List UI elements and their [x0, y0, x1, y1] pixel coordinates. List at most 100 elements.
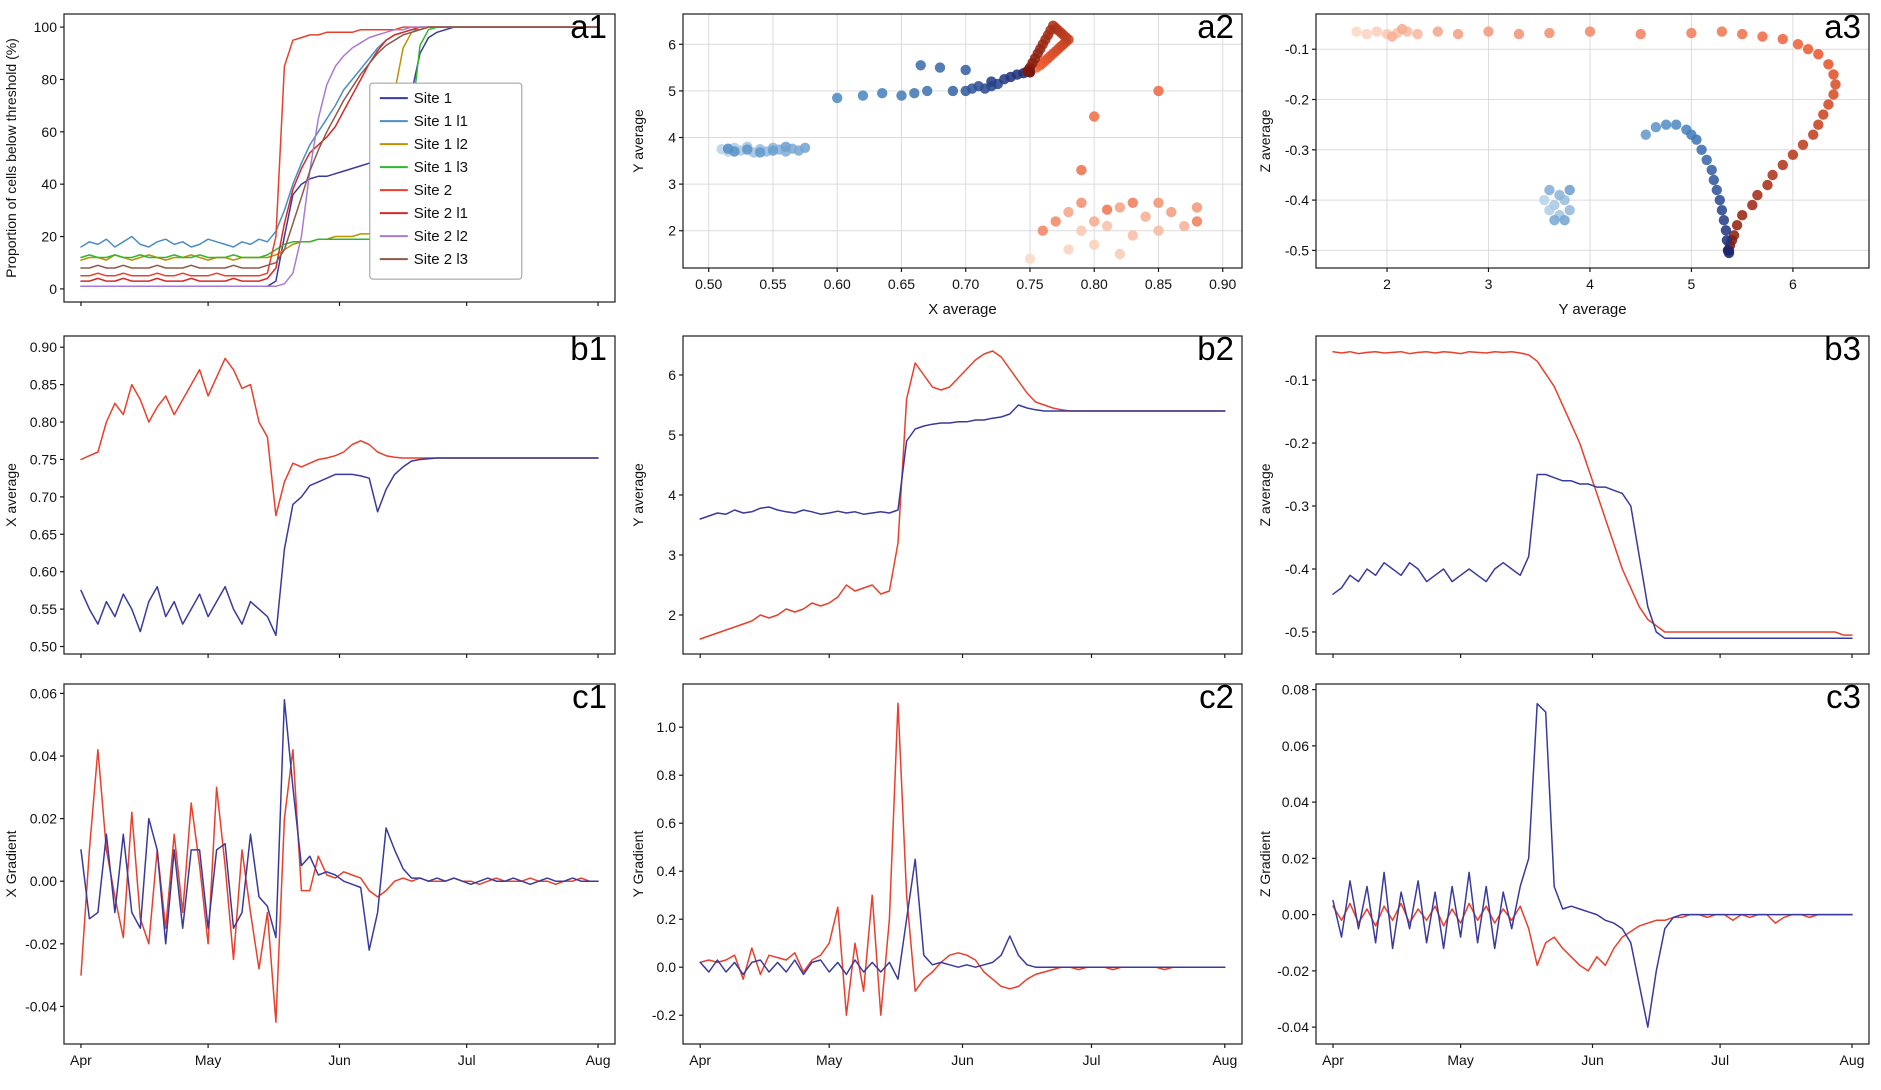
svg-text:0.85: 0.85: [1145, 276, 1172, 292]
svg-text:0.0: 0.0: [657, 959, 677, 975]
svg-text:0.2: 0.2: [657, 911, 677, 927]
panel-label-b3: b3: [1824, 330, 1861, 367]
panel-label-c1: c1: [572, 678, 607, 715]
svg-text:3: 3: [668, 547, 676, 563]
svg-text:Y average: Y average: [630, 109, 646, 173]
svg-text:Y average: Y average: [630, 463, 646, 527]
svg-text:0.65: 0.65: [888, 276, 915, 292]
svg-text:0.02: 0.02: [30, 811, 57, 827]
svg-text:0.50: 0.50: [30, 639, 57, 655]
svg-text:0.55: 0.55: [30, 601, 57, 617]
svg-text:Proportion of cells below thre: Proportion of cells below threshold (%): [3, 38, 19, 278]
svg-text:5: 5: [1688, 276, 1696, 292]
svg-text:2: 2: [668, 607, 676, 623]
svg-text:Apr: Apr: [70, 1052, 92, 1068]
svg-text:-0.04: -0.04: [1277, 1019, 1309, 1035]
svg-text:0.08: 0.08: [1282, 682, 1309, 698]
svg-text:2: 2: [668, 223, 676, 239]
svg-text:0.02: 0.02: [1282, 850, 1309, 866]
svg-text:Site 1 l1: Site 1 l1: [414, 113, 468, 130]
svg-text:0.04: 0.04: [1282, 794, 1309, 810]
svg-text:0.75: 0.75: [30, 451, 57, 467]
panel-b3: -0.5 -0.4 -0.3 -0.2 -0.1 Z average b3: [1254, 322, 1881, 670]
svg-text:Jun: Jun: [1581, 1052, 1604, 1068]
svg-text:Site 2 l3: Site 2 l3: [414, 251, 468, 268]
chart-c2: Apr May Jun Jul Aug -0.2 0.0 0.2 0.4 0.6 0.8 1.0 Y G…: [630, 678, 1243, 1068]
panel-label-c3: c3: [1826, 678, 1861, 715]
svg-text:3: 3: [668, 176, 676, 192]
panel-label-b2: b2: [1197, 330, 1234, 367]
svg-text:0.50: 0.50: [695, 276, 722, 292]
chart-a2: 0.50 0.55 0.60 0.65 0.70 0.75 0.80 0.85 0.90 2 3 4 5…: [630, 8, 1243, 318]
svg-text:Site 2 l1: Site 2 l1: [414, 205, 468, 222]
svg-text:0.85: 0.85: [30, 377, 57, 393]
svg-text:1.0: 1.0: [657, 719, 677, 735]
svg-text:Site 1 l2: Site 1 l2: [414, 136, 468, 153]
svg-text:Aug: Aug: [1840, 1052, 1865, 1068]
panel-c3: Apr May Jun Jul Aug -0.04 -0.02 0.00 0.02 0.04 0.0…: [1254, 670, 1881, 1090]
svg-text:Site 2: Site 2: [414, 182, 452, 199]
svg-text:Site 2 l2: Site 2 l2: [414, 228, 468, 245]
svg-text:0.06: 0.06: [30, 685, 57, 701]
svg-text:-0.2: -0.2: [1285, 435, 1309, 451]
svg-text:4: 4: [668, 487, 676, 503]
svg-text:Jul: Jul: [458, 1052, 476, 1068]
chart-c3: Apr May Jun Jul Aug -0.04 -0.02 0.00 0.02 0.04 0.0…: [1257, 678, 1870, 1068]
chart-b1: 0.50 0.55 0.60 0.65 0.70 0.75 0.80 0.85 0.90 X av…: [3, 330, 616, 658]
svg-text:0.70: 0.70: [30, 489, 57, 505]
svg-text:0.65: 0.65: [30, 526, 57, 542]
svg-text:5: 5: [668, 427, 676, 443]
svg-text:6: 6: [668, 367, 676, 383]
svg-text:Apr: Apr: [1322, 1052, 1344, 1068]
svg-text:0.90: 0.90: [30, 339, 57, 355]
panel-label-a2: a2: [1197, 8, 1234, 45]
panel-a3: 2 3 4 5 6 -0.5 -0.4 -0.3 -0.2 -0.1 Y average Z aver…: [1254, 0, 1881, 322]
svg-text:Jul: Jul: [1711, 1052, 1729, 1068]
chart-b2: 2 3 4 5 6 Y average b2: [630, 330, 1243, 658]
svg-text:-0.02: -0.02: [1277, 963, 1309, 979]
svg-text:Aug: Aug: [586, 1052, 611, 1068]
panel-c1: Apr May Jun Jul Aug -0.04 -0.02 0.00 0.02 0.04 0.0…: [0, 670, 627, 1090]
svg-text:May: May: [195, 1052, 221, 1068]
svg-text:0.70: 0.70: [952, 276, 979, 292]
svg-text:5: 5: [668, 83, 676, 99]
svg-text:0.80: 0.80: [1081, 276, 1108, 292]
svg-text:0.6: 0.6: [657, 815, 677, 831]
svg-text:80: 80: [41, 71, 57, 87]
svg-text:Jun: Jun: [328, 1052, 351, 1068]
svg-text:0.60: 0.60: [824, 276, 851, 292]
svg-text:0.4: 0.4: [657, 863, 677, 879]
svg-text:-0.2: -0.2: [652, 1007, 676, 1023]
svg-text:-0.3: -0.3: [1285, 498, 1309, 514]
svg-text:X average: X average: [3, 463, 19, 527]
panel-b2: 2 3 4 5 6 Y average b2: [627, 322, 1254, 670]
svg-text:-0.1: -0.1: [1285, 41, 1309, 57]
svg-text:Y Gradient: Y Gradient: [630, 831, 646, 898]
svg-text:0.00: 0.00: [30, 873, 57, 889]
svg-text:6: 6: [1789, 276, 1797, 292]
svg-text:0.06: 0.06: [1282, 738, 1309, 754]
svg-text:-0.5: -0.5: [1285, 624, 1309, 640]
svg-text:-0.1: -0.1: [1285, 372, 1309, 388]
svg-text:Jun: Jun: [951, 1052, 974, 1068]
svg-text:-0.5: -0.5: [1285, 242, 1309, 258]
svg-text:3: 3: [1485, 276, 1493, 292]
svg-text:-0.3: -0.3: [1285, 142, 1309, 158]
svg-text:0.04: 0.04: [30, 748, 57, 764]
svg-text:0.80: 0.80: [30, 414, 57, 430]
svg-text:0: 0: [49, 281, 57, 297]
svg-text:Site 1 l3: Site 1 l3: [414, 159, 468, 176]
svg-text:60: 60: [41, 124, 57, 140]
svg-text:Z average: Z average: [1257, 109, 1273, 172]
svg-text:0.55: 0.55: [759, 276, 786, 292]
svg-text:20: 20: [41, 229, 57, 245]
svg-text:0.75: 0.75: [1016, 276, 1043, 292]
svg-text:Aug: Aug: [1212, 1052, 1237, 1068]
svg-text:Z Gradient: Z Gradient: [1257, 831, 1273, 897]
svg-text:2: 2: [1383, 276, 1391, 292]
chart-a1: 0 20 40 60 80 100 Proportion of cells below th…: [3, 8, 616, 306]
svg-text:Z average: Z average: [1257, 463, 1273, 526]
panel-label-b1: b1: [570, 330, 607, 367]
svg-text:0.8: 0.8: [657, 767, 677, 783]
